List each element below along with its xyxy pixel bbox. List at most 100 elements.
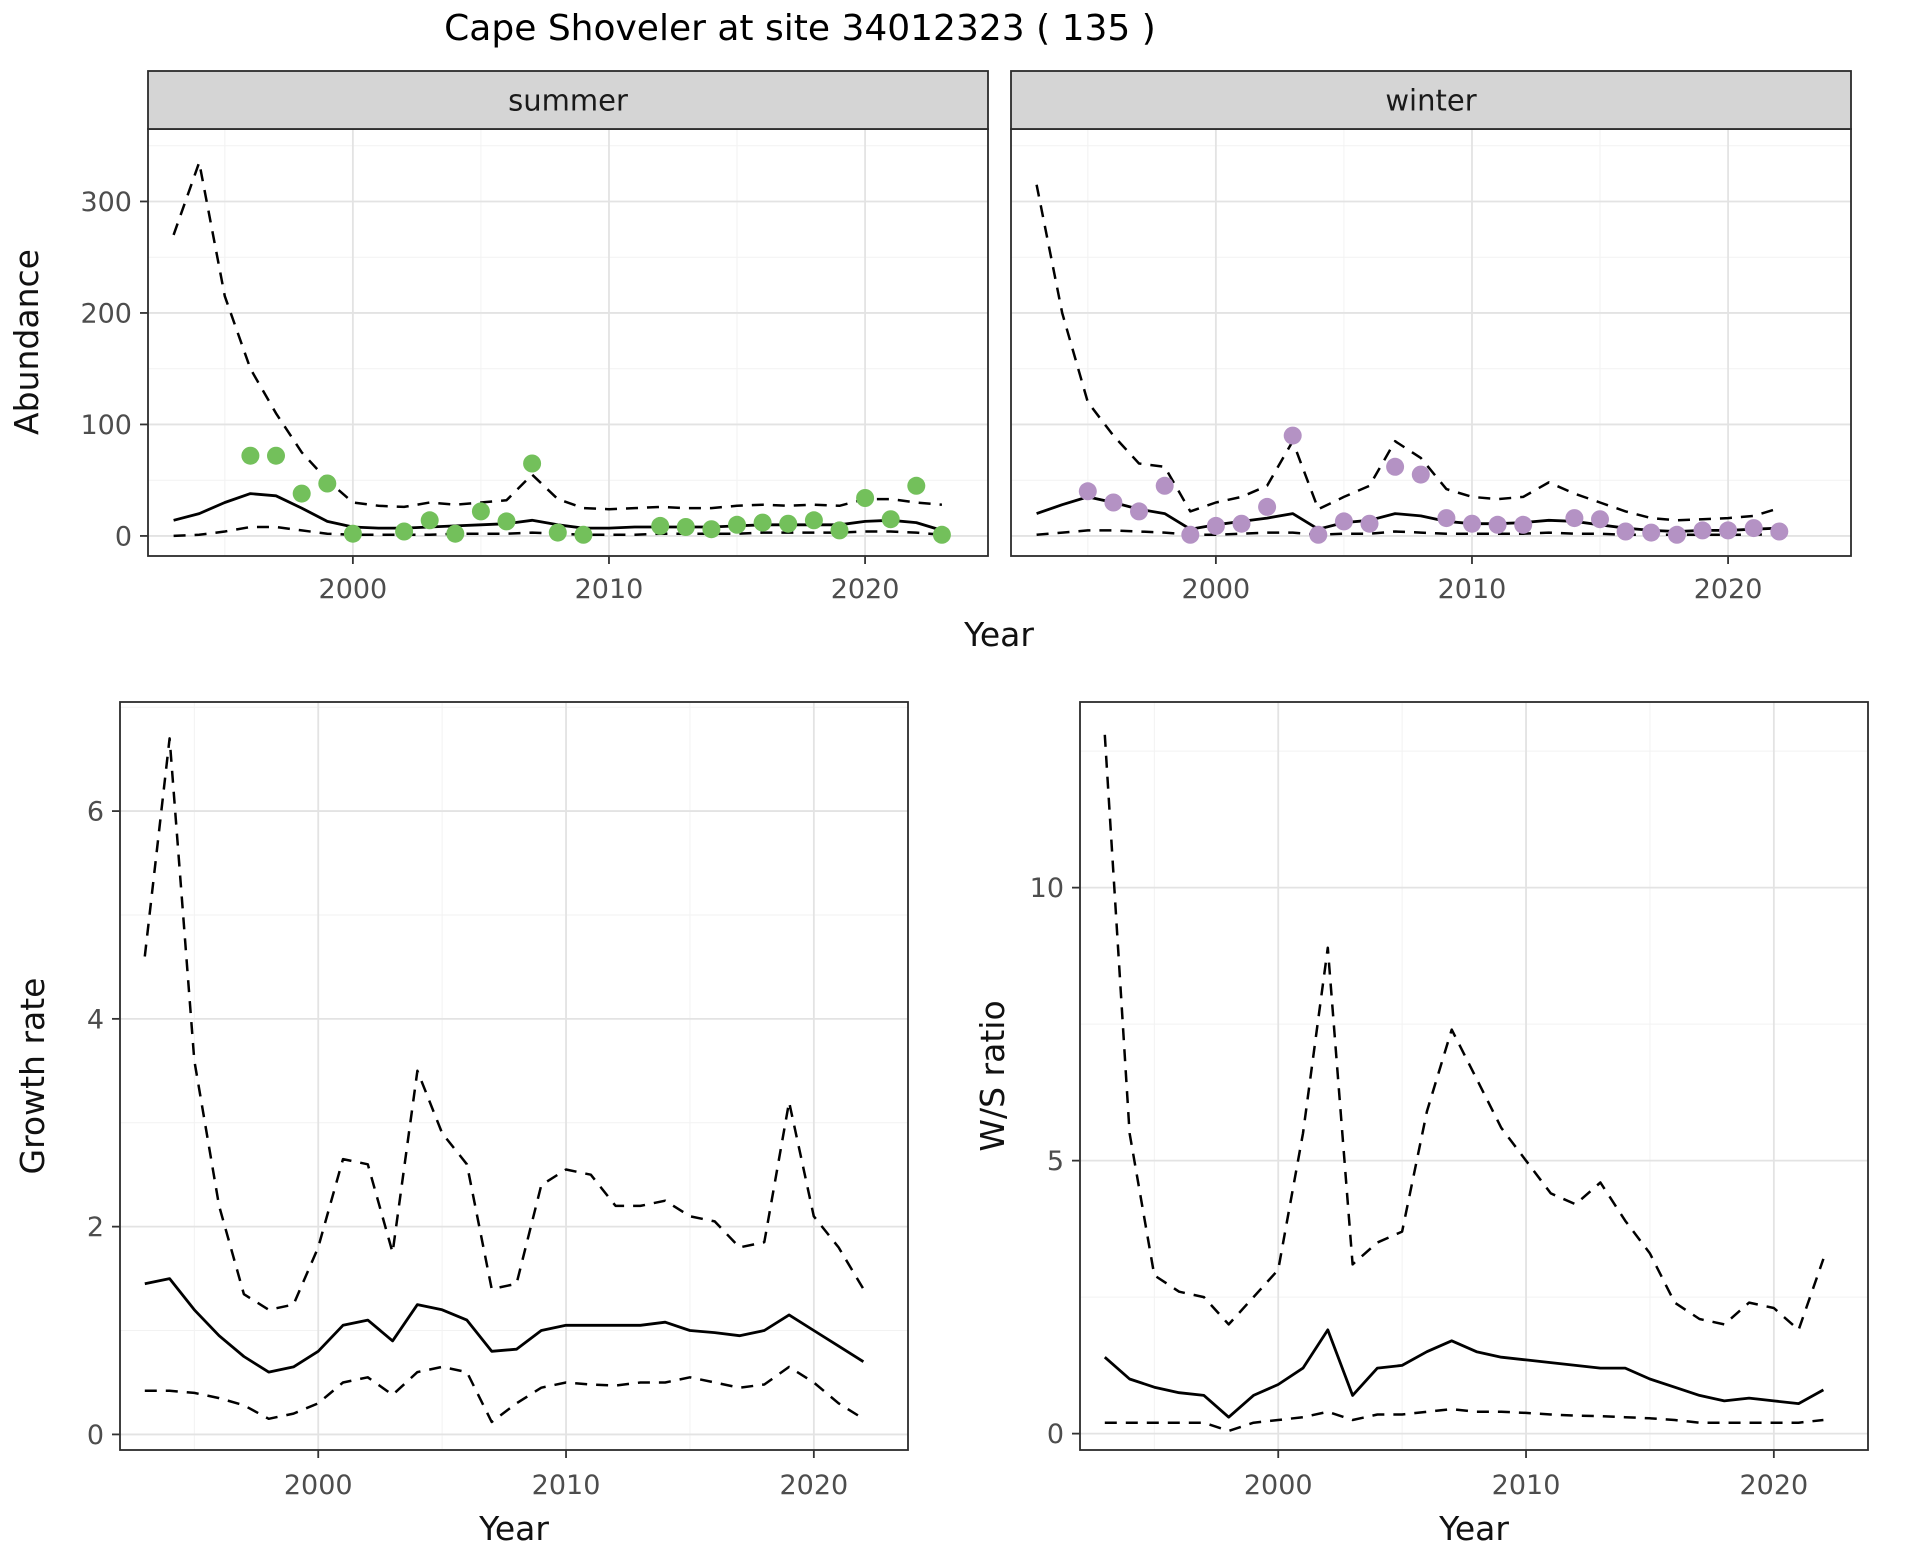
y-tick-label: 6 [87,797,104,828]
facet-strip [1010,70,1852,130]
growth-rate-chart: 2000 2010 2020 0 2 4 6 Year Growth rate [13,701,909,1548]
observed-count-winter-point [1667,525,1686,544]
observed-count-winter-point [1130,502,1148,521]
y-axis-title: W/S ratio [973,1000,1012,1151]
observed-count-summer-point [446,524,465,543]
observed-count-winter-point [1334,512,1353,531]
facet-strip-label: winter [1385,83,1476,117]
x-tick-label: 2020 [831,574,900,605]
x-tick-label: 2020 [1739,1470,1808,1501]
y-tick-label: 300 [80,187,132,218]
observed-count-summer-point [728,515,746,534]
x-axis-title: Year [478,1509,549,1548]
observed-count-summer-point [343,524,362,543]
observed-count-summer-point [420,511,439,530]
observed-count-winter-point [1360,514,1379,533]
observed-count-summer-point [523,454,542,473]
series-line-upper-95ci [172,161,943,511]
observed-count-winter-point [1232,514,1251,533]
observed-count-winter-point [1744,519,1763,538]
x-tick-label: 2000 [319,574,388,605]
observed-count-winter-point [1104,493,1123,512]
abundance-faceted-chart: summer 2000 2010 2020 0 100 200 300 Year Abundanc… [7,70,1852,654]
observed-count-summer-point [702,520,721,539]
facet-strip-label: summer [508,83,628,117]
observed-count-winter-point [1078,482,1097,501]
observed-count-summer-point [318,474,337,493]
x-tick-label: 2000 [1244,1470,1313,1501]
observed-count-summer-point [574,525,593,544]
y-tick-label: 10 [1030,873,1064,904]
y-axis-title: Growth rate [13,978,52,1175]
x-axis-title: Year [963,615,1034,654]
x-tick-label: 2010 [1438,574,1507,605]
observed-count-summer-point [804,511,823,530]
observed-count-summer-point [267,446,285,465]
x-tick-label: 2000 [284,1470,353,1501]
panel-border [1010,128,1852,557]
x-tick-label: 2000 [1182,574,1251,605]
observed-count-winter-point [1386,457,1405,476]
series-line-fitted-median [1103,1328,1825,1419]
series-line-upper-95ci [1103,734,1825,1332]
observed-count-winter-point [1309,525,1328,544]
y-tick-label: 0 [1047,1419,1064,1450]
observed-count-summer-point [471,502,490,521]
observed-count-winter-point [1437,509,1456,528]
observed-count-winter-point [1411,465,1430,484]
y-tick-label: 5 [1047,1146,1064,1177]
observed-count-summer-point [830,521,849,540]
y-axis-title: Abundance [7,249,46,435]
observed-count-winter-point [1206,516,1225,535]
y-tick-label: 200 [80,298,132,329]
x-tick-label: 2010 [1492,1470,1561,1501]
observed-count-winter-point [1770,522,1789,541]
x-tick-label: 2010 [575,574,644,605]
observed-count-winter-point [1463,514,1481,533]
observed-count-winter-point [1565,509,1584,528]
observed-count-winter-point [1642,523,1661,542]
observed-count-summer-point [395,522,414,541]
y-tick-label: 0 [87,1420,104,1451]
observed-count-winter-point [1719,521,1738,540]
observed-count-winter-point [1283,426,1302,445]
series-line-fitted-median [1036,495,1780,533]
ws-ratio-chart: 2000 2010 2020 0 5 10 Year W/S ratio [973,701,1869,1548]
observed-count-summer-point [241,446,260,465]
observed-count-summer-point [753,513,772,532]
observed-count-winter-point [1616,522,1635,541]
observed-count-summer-point [779,514,798,533]
observed-count-winter-point [1514,515,1533,534]
y-tick-label: 100 [80,410,132,441]
observed-count-summer-point [856,489,875,507]
panel-border [1079,701,1869,1451]
observed-count-summer-point [907,476,926,495]
observed-count-winter-point [1258,497,1277,516]
x-tick-label: 2020 [779,1470,848,1501]
y-tick-label: 0 [115,521,132,552]
series-line-lower-95ci [144,1365,865,1424]
observed-count-summer-point [292,484,311,503]
x-tick-label: 2020 [1694,574,1763,605]
observed-count-winter-point [1181,525,1200,544]
x-axis-title: Year [1438,1509,1509,1548]
observed-count-winter-point [1591,510,1609,529]
observed-count-summer-point [881,510,900,529]
series-line-lower-95ci [1104,1407,1824,1433]
observed-count-winter-point [1488,515,1507,534]
series-line-fitted-median [144,1277,865,1374]
panel-border [119,701,909,1451]
observed-count-summer-point [651,516,670,535]
observed-count-summer-point [676,518,695,536]
y-tick-label: 4 [87,1004,104,1035]
chart-title: Cape Shoveler at site 34012323 ( 135 ) [444,8,1156,49]
series-line-upper-95ci [143,737,865,1312]
observed-count-summer-point [932,525,951,544]
facet-strip [147,70,989,130]
observed-count-winter-point [1693,521,1712,540]
series-line-upper-95ci [1035,184,1780,522]
y-tick-label: 2 [87,1212,104,1243]
observed-count-summer-point [548,523,567,542]
observed-count-winter-point [1155,476,1174,495]
